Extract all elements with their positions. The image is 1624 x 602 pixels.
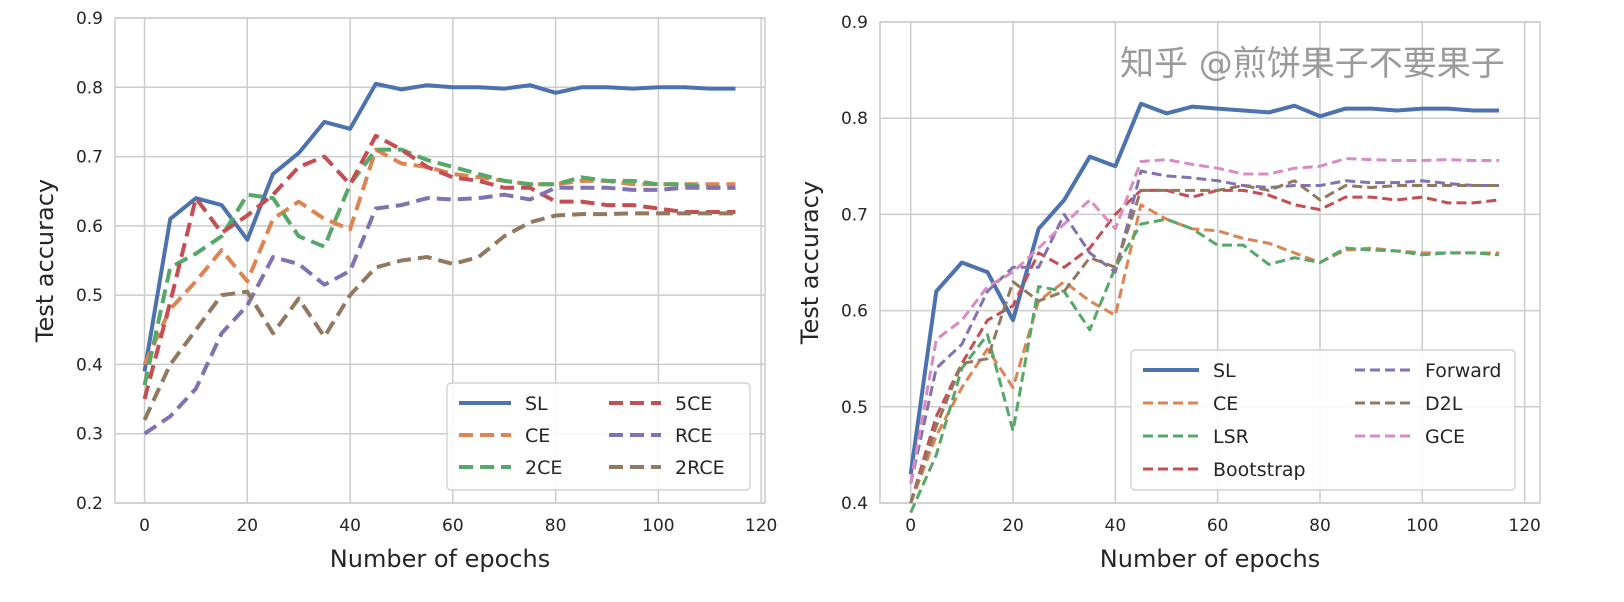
series-line-rce <box>143 185 736 436</box>
series-line-sl <box>142 81 736 372</box>
x-tick-label: 80 <box>545 516 567 536</box>
legend-label-ce: CE <box>525 425 550 447</box>
legend-label-d2l: D2L <box>1425 393 1463 415</box>
plot-frame <box>114 17 766 504</box>
legend-box <box>446 382 751 491</box>
legend-label-forward: Forward <box>1425 360 1501 382</box>
series-line-bootstrap <box>909 188 1500 504</box>
x-axis-label: Number of epochs <box>1100 545 1320 573</box>
y-tick-label: 0.7 <box>841 205 868 225</box>
series-line-gce <box>909 157 1500 485</box>
x-tick-label: 120 <box>745 516 777 536</box>
legend-label-lsr: LSR <box>1213 426 1249 448</box>
x-tick-label: 40 <box>339 516 361 536</box>
legend-label-5ce: 5CE <box>675 393 712 415</box>
x-axis-label: Number of epochs <box>330 545 550 573</box>
legend-label-rce: RCE <box>675 425 713 447</box>
series-line-2ce <box>142 147 736 386</box>
plot-frame <box>879 21 1541 504</box>
x-tick-label: 20 <box>1002 516 1024 536</box>
x-tick-label: 60 <box>1207 516 1229 536</box>
x-tick-label: 20 <box>236 516 258 536</box>
series-line-lsr <box>909 217 1500 514</box>
legend-label-sl: SL <box>525 393 548 415</box>
x-tick-label: 100 <box>1406 516 1438 536</box>
series-line-ce <box>909 203 1500 504</box>
legend-label-gce: GCE <box>1425 426 1465 448</box>
x-tick-label: 100 <box>642 516 674 536</box>
y-axis-label: Test accuracy <box>796 181 824 345</box>
y-tick-label: 0.3 <box>76 425 103 445</box>
series-line-5ce <box>142 133 736 400</box>
x-tick-label: 120 <box>1508 516 1540 536</box>
y-tick-label: 0.8 <box>76 78 103 98</box>
y-axis-label: Test accuracy <box>31 179 59 343</box>
legend-label-2ce: 2CE <box>525 457 562 479</box>
legend: SL CE LSR Bootstrap Forward D2L GCE <box>1130 349 1516 491</box>
series-line-d2l <box>909 179 1500 504</box>
x-tick-label: 40 <box>1105 516 1127 536</box>
chart-2: 0 20 40 60 80 100 120 0.4 0.5 0.6 0.7 0.8 0.9 Number … <box>796 13 1541 573</box>
legend-label-ce: CE <box>1213 393 1238 415</box>
series-line-sl <box>908 101 1500 475</box>
y-tick-label: 0.7 <box>76 148 103 168</box>
y-tick-label: 0.8 <box>841 109 868 129</box>
legend-label-2rce: 2RCE <box>675 457 725 479</box>
x-tick-label: 60 <box>442 516 464 536</box>
y-tick-label: 0.6 <box>76 217 103 237</box>
y-tick-label: 0.5 <box>841 398 868 418</box>
y-tick-label: 0.6 <box>841 302 868 322</box>
y-tick-label: 0.4 <box>76 355 103 375</box>
x-tick-label: 0 <box>139 516 150 536</box>
series-line-forward <box>909 169 1500 485</box>
legend-label-bootstrap: Bootstrap <box>1213 459 1306 481</box>
legend-box <box>1130 349 1516 491</box>
y-tick-label: 0.9 <box>76 9 103 29</box>
series-line-2rce <box>142 211 736 421</box>
watermark: 知乎 @煎饼果子不要果子 <box>1120 44 1505 84</box>
y-tick-label: 0.9 <box>841 13 868 33</box>
legend: SL CE 2CE 5CE RCE 2RCE <box>446 382 751 491</box>
legend-label-sl: SL <box>1213 360 1236 382</box>
y-tick-label: 0.4 <box>841 494 868 514</box>
y-tick-label: 0.2 <box>76 494 103 514</box>
chart-1: 0 20 40 60 80 100 120 0.2 0.3 0.4 0.5 0.6 0.7 0.8 0.9 N… <box>31 9 777 573</box>
y-tick-label: 0.5 <box>76 286 103 306</box>
x-tick-label: 80 <box>1309 516 1331 536</box>
x-tick-label: 0 <box>905 516 916 536</box>
